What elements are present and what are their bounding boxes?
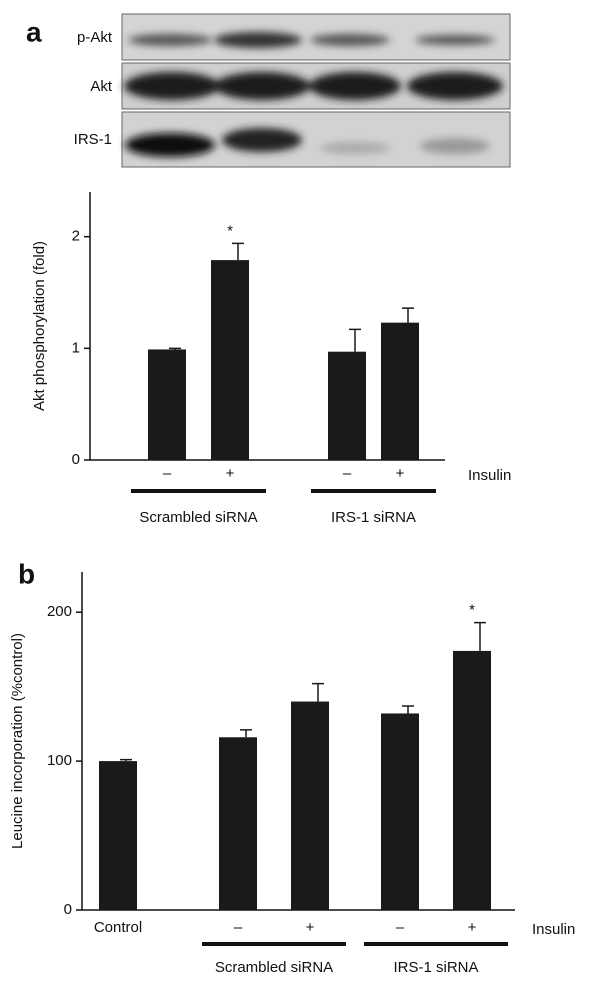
group-label: Scrambled siRNA	[139, 509, 257, 526]
x-axis-label: Insulin	[532, 921, 575, 938]
blot-band	[320, 142, 390, 154]
bar	[381, 322, 419, 460]
error-bar	[349, 328, 361, 352]
blot-band	[124, 72, 220, 100]
blot-band	[214, 72, 310, 100]
error-bar	[240, 729, 252, 738]
blot-band	[420, 138, 490, 154]
x-axis-label: Insulin	[468, 467, 511, 484]
x-tick-label: –	[163, 465, 172, 482]
blot-band	[415, 35, 495, 45]
x-tick-label: –	[343, 465, 352, 482]
blot-label: Akt	[90, 78, 113, 95]
bar	[219, 737, 257, 910]
error-bar	[232, 242, 244, 261]
annotation: *	[227, 222, 233, 239]
error-bar	[312, 682, 324, 702]
blot-band	[128, 34, 212, 46]
x-tick-label: –	[234, 919, 243, 936]
error-bar	[120, 758, 132, 762]
error-bar	[402, 307, 414, 323]
x-tick-label: +	[226, 465, 235, 482]
bar	[291, 701, 329, 910]
blot-label: p-Akt	[77, 29, 113, 46]
blot-band	[310, 34, 390, 46]
blot-label: IRS-1	[74, 131, 112, 148]
group-label: Scrambled siRNA	[215, 959, 333, 976]
y-tick-label: 100	[47, 752, 72, 769]
y-tick-label: 1	[72, 339, 80, 356]
bar	[453, 650, 491, 910]
y-tick-label: 2	[72, 228, 80, 245]
x-tick-label: –	[396, 919, 405, 936]
x-tick-label: +	[396, 465, 405, 482]
annotation: *	[469, 602, 475, 619]
panel-label: b	[18, 558, 35, 589]
panel-label: a	[26, 16, 42, 47]
blot-band	[214, 32, 302, 48]
group-label: IRS-1 siRNA	[393, 959, 478, 976]
error-bar	[169, 347, 181, 350]
y-axis-label: Akt phosphorylation (fold)	[31, 241, 48, 411]
western-blot: p-Akt Akt IRS-1	[74, 13, 511, 168]
error-bar	[402, 705, 414, 714]
y-tick-label: 0	[64, 901, 72, 918]
blot-band	[309, 72, 401, 100]
x-tick-label: Control	[94, 919, 142, 936]
bar	[99, 761, 137, 910]
error-bar	[474, 621, 486, 651]
x-tick-label: +	[468, 919, 477, 936]
group-label: IRS-1 siRNA	[331, 509, 416, 526]
bar	[328, 351, 366, 460]
y-tick-label: 0	[72, 451, 80, 468]
blot-band	[222, 128, 302, 152]
bar	[381, 713, 419, 910]
y-axis-label: Leucine incorporation (%control)	[9, 633, 26, 849]
y-tick-label: 200	[47, 603, 72, 620]
bar	[211, 260, 249, 460]
blot-band	[407, 72, 503, 100]
blot-band	[125, 133, 215, 157]
bar	[148, 349, 186, 460]
x-tick-label: +	[306, 919, 315, 936]
